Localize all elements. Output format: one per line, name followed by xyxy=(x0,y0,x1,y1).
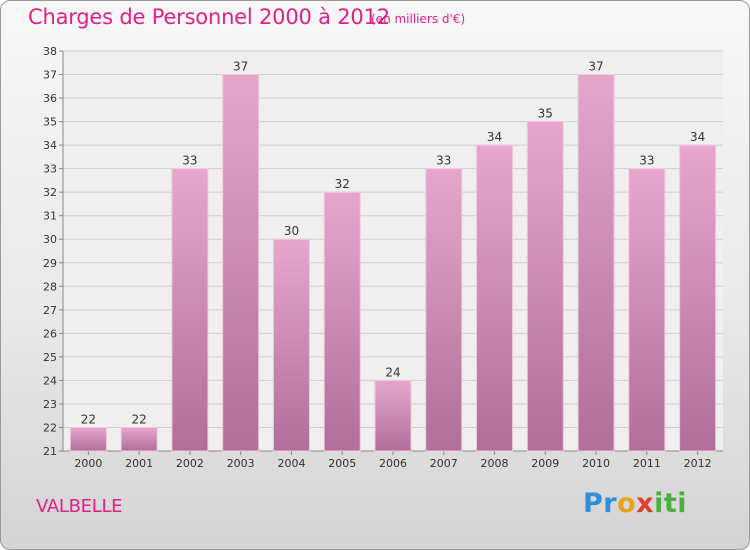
bar xyxy=(222,74,260,452)
y-tick-label: 29 xyxy=(43,257,57,270)
bar xyxy=(628,168,666,452)
data-label: 37 xyxy=(233,60,248,74)
y-tick-label: 24 xyxy=(43,374,57,387)
data-label: 37 xyxy=(588,60,603,74)
data-label: 32 xyxy=(335,177,350,191)
place-name: VALBELLE xyxy=(36,496,123,517)
y-tick-label: 36 xyxy=(43,92,57,105)
data-labels: 22 22 33 37 30 32 24 33 34 35 37 33 34 xyxy=(81,60,706,427)
x-tick-label: 2004 xyxy=(277,457,305,470)
bar xyxy=(171,168,209,452)
y-tick-label: 31 xyxy=(43,210,57,223)
y-tick-label: 28 xyxy=(43,280,57,293)
x-tick-label: 2002 xyxy=(176,457,204,470)
x-tick-label: 2012 xyxy=(684,457,712,470)
bars xyxy=(69,74,717,452)
x-tick-label: 2011 xyxy=(633,457,661,470)
chart-title: Charges de Personnel 2000 à 2012 xyxy=(28,5,390,29)
bar xyxy=(476,144,514,452)
bar xyxy=(526,121,564,452)
data-label: 35 xyxy=(538,107,553,121)
data-label: 22 xyxy=(81,412,96,426)
x-tick-label: 2008 xyxy=(481,457,509,470)
data-label: 34 xyxy=(690,130,705,144)
y-tick-label: 37 xyxy=(43,69,57,82)
chart-unit-label: (en milliers d'€) xyxy=(371,12,466,26)
bar xyxy=(679,144,717,452)
axes: 21 22 23 24 25 26 27 28 29 30 31 32 33 34 35 36 37 38 2000… xyxy=(43,45,723,470)
data-label: 34 xyxy=(487,130,502,144)
y-tick-label: 26 xyxy=(43,327,57,340)
y-tick-label: 27 xyxy=(43,304,57,317)
x-tick-label: 2010 xyxy=(582,457,610,470)
x-tick-label: 2003 xyxy=(227,457,255,470)
x-tick-label: 2007 xyxy=(430,457,458,470)
y-tick-label: 21 xyxy=(43,445,57,458)
x-tick-label: 2000 xyxy=(74,457,102,470)
data-label: 22 xyxy=(132,412,147,426)
data-label: 33 xyxy=(436,154,451,168)
y-tick-label: 32 xyxy=(43,186,57,199)
y-tick-label: 33 xyxy=(43,163,57,176)
y-tick-label: 35 xyxy=(43,116,57,129)
y-tick-label: 38 xyxy=(43,45,57,58)
proxiti-logo: Proxiti xyxy=(583,488,687,519)
y-tick-label: 25 xyxy=(43,351,57,364)
logo-part-2: o xyxy=(617,488,637,519)
bar xyxy=(425,168,463,452)
x-tick-label: 2009 xyxy=(531,457,559,470)
x-tick-label: 2006 xyxy=(379,457,407,470)
logo-part-3: x xyxy=(636,488,655,519)
logo-part-1: Pr xyxy=(583,488,618,519)
y-tick-label: 30 xyxy=(43,233,57,246)
bar xyxy=(374,379,412,452)
data-label: 30 xyxy=(284,224,299,238)
bar xyxy=(120,426,158,452)
logo-part-4: iti xyxy=(654,488,688,519)
bar xyxy=(69,426,107,452)
data-label: 33 xyxy=(639,154,654,168)
y-tick-label: 34 xyxy=(43,139,57,152)
x-tick-label: 2001 xyxy=(125,457,153,470)
bar xyxy=(323,191,361,452)
data-label: 33 xyxy=(182,154,197,168)
bar xyxy=(577,74,615,452)
y-tick-label: 23 xyxy=(43,398,57,411)
bar xyxy=(272,238,310,452)
x-tick-label: 2005 xyxy=(328,457,356,470)
y-tick-label: 22 xyxy=(43,421,57,434)
data-label: 24 xyxy=(385,365,400,379)
